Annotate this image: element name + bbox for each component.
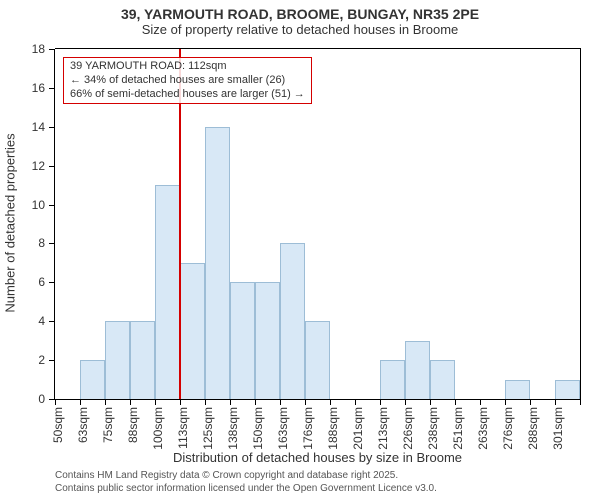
x-tick xyxy=(405,399,406,405)
y-tick xyxy=(49,282,55,283)
chart-title: 39, YARMOUTH ROAD, BROOME, BUNGAY, NR35 … xyxy=(0,0,600,22)
x-tick xyxy=(330,399,331,405)
histogram-bar xyxy=(505,380,530,399)
x-tick-label: 125sqm xyxy=(201,407,215,450)
x-tick xyxy=(80,399,81,405)
x-tick-label: 138sqm xyxy=(226,407,240,450)
y-tick xyxy=(49,127,55,128)
y-tick-label: 14 xyxy=(32,120,45,134)
y-tick-label: 4 xyxy=(38,314,45,328)
x-tick-label: 251sqm xyxy=(451,407,465,450)
x-tick xyxy=(380,399,381,405)
annotation-line: 66% of semi-detached houses are larger (… xyxy=(70,88,305,102)
x-tick-label: 238sqm xyxy=(426,407,440,450)
histogram-bar xyxy=(205,127,230,399)
y-tick xyxy=(49,49,55,50)
x-tick-label: 213sqm xyxy=(376,407,390,450)
x-tick-label: 150sqm xyxy=(251,407,265,450)
annotation-box: 39 YARMOUTH ROAD: 112sqm← 34% of detache… xyxy=(63,57,312,104)
annotation-line: 39 YARMOUTH ROAD: 112sqm xyxy=(70,60,305,74)
x-tick xyxy=(505,399,506,405)
annotation-line: ← 34% of detached houses are smaller (26… xyxy=(70,74,305,88)
footer-line-1: Contains HM Land Registry data © Crown c… xyxy=(55,470,437,483)
x-tick xyxy=(180,399,181,405)
x-tick xyxy=(355,399,356,405)
x-tick-label: 276sqm xyxy=(501,407,515,450)
plot-area: 02468101214161850sqm63sqm75sqm88sqm100sq… xyxy=(55,48,581,399)
x-tick-label: 50sqm xyxy=(51,407,65,443)
y-tick xyxy=(49,399,55,400)
y-tick-label: 6 xyxy=(38,275,45,289)
x-tick xyxy=(105,399,106,405)
x-axis-label: Distribution of detached houses by size … xyxy=(173,450,462,465)
x-tick xyxy=(55,399,56,405)
x-tick-label: 176sqm xyxy=(301,407,315,450)
y-tick-label: 0 xyxy=(38,392,45,406)
y-tick-label: 18 xyxy=(32,42,45,56)
x-tick xyxy=(230,399,231,405)
y-tick-label: 2 xyxy=(38,353,45,367)
y-tick xyxy=(49,205,55,206)
histogram-bar xyxy=(105,321,130,399)
chart-subtitle: Size of property relative to detached ho… xyxy=(0,22,600,37)
y-axis-label: Number of detached properties xyxy=(3,133,18,312)
histogram-bar xyxy=(255,282,280,399)
x-tick-label: 75sqm xyxy=(101,407,115,443)
histogram-bar xyxy=(380,360,405,399)
histogram-bar xyxy=(280,243,305,399)
y-tick-label: 10 xyxy=(32,198,45,212)
histogram-bar xyxy=(130,321,155,399)
y-tick xyxy=(49,321,55,322)
y-tick xyxy=(49,360,55,361)
y-tick-label: 16 xyxy=(32,81,45,95)
x-tick-label: 288sqm xyxy=(526,407,540,450)
histogram-bar xyxy=(405,341,430,399)
x-tick xyxy=(205,399,206,405)
histogram-bar xyxy=(155,185,180,399)
x-tick xyxy=(580,399,581,405)
x-tick xyxy=(155,399,156,405)
x-tick-label: 188sqm xyxy=(326,407,340,450)
x-tick xyxy=(430,399,431,405)
x-tick xyxy=(555,399,556,405)
x-tick xyxy=(130,399,131,405)
x-tick xyxy=(480,399,481,405)
x-tick xyxy=(530,399,531,405)
x-tick-label: 263sqm xyxy=(476,407,490,450)
x-tick xyxy=(280,399,281,405)
histogram-bar xyxy=(80,360,105,399)
footer-line-2: Contains public sector information licen… xyxy=(55,483,437,496)
histogram-bar xyxy=(180,263,205,399)
x-tick-label: 201sqm xyxy=(351,407,365,450)
y-tick xyxy=(49,166,55,167)
x-tick xyxy=(455,399,456,405)
y-tick xyxy=(49,88,55,89)
x-tick-label: 100sqm xyxy=(151,407,165,450)
x-tick xyxy=(305,399,306,405)
y-tick-label: 12 xyxy=(32,159,45,173)
x-tick-label: 63sqm xyxy=(76,407,90,443)
histogram-bar xyxy=(555,380,580,399)
x-tick xyxy=(255,399,256,405)
y-tick xyxy=(49,243,55,244)
histogram-bar xyxy=(230,282,255,399)
x-tick-label: 226sqm xyxy=(401,407,415,450)
y-tick-label: 8 xyxy=(38,236,45,250)
histogram-bar xyxy=(305,321,330,399)
chart-container: 39, YARMOUTH ROAD, BROOME, BUNGAY, NR35 … xyxy=(0,0,600,500)
histogram-bar xyxy=(430,360,455,399)
x-tick-label: 88sqm xyxy=(126,407,140,443)
x-tick-label: 163sqm xyxy=(276,407,290,450)
x-tick-label: 113sqm xyxy=(176,407,190,449)
footer-note: Contains HM Land Registry data © Crown c… xyxy=(55,470,437,495)
x-tick-label: 301sqm xyxy=(551,407,565,450)
